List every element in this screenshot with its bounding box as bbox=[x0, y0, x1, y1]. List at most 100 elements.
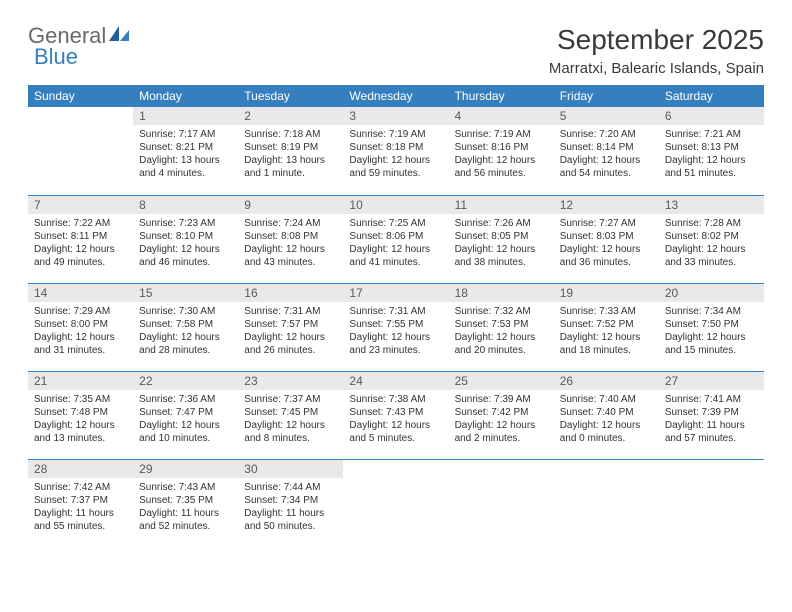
day-body: Sunrise: 7:28 AMSunset: 8:02 PMDaylight:… bbox=[659, 214, 764, 273]
daylight-text: Daylight: 11 hours and 57 minutes. bbox=[665, 419, 758, 445]
day-number: 29 bbox=[133, 460, 238, 478]
daylight-text: Daylight: 12 hours and 49 minutes. bbox=[34, 243, 127, 269]
daylight-text: Daylight: 12 hours and 28 minutes. bbox=[139, 331, 232, 357]
day-number: 10 bbox=[343, 196, 448, 214]
day-body: Sunrise: 7:30 AMSunset: 7:58 PMDaylight:… bbox=[133, 302, 238, 361]
calendar-cell: 17Sunrise: 7:31 AMSunset: 7:55 PMDayligh… bbox=[343, 283, 448, 371]
calendar-cell: 7Sunrise: 7:22 AMSunset: 8:11 PMDaylight… bbox=[28, 195, 133, 283]
day-body: Sunrise: 7:41 AMSunset: 7:39 PMDaylight:… bbox=[659, 390, 764, 449]
weekday-header: Sunday bbox=[28, 85, 133, 107]
day-number: 26 bbox=[554, 372, 659, 390]
day-number: 1 bbox=[133, 107, 238, 125]
sunrise-text: Sunrise: 7:38 AM bbox=[349, 393, 442, 406]
sunset-text: Sunset: 7:37 PM bbox=[34, 494, 127, 507]
weekday-header-row: Sunday Monday Tuesday Wednesday Thursday… bbox=[28, 85, 764, 107]
day-body: Sunrise: 7:36 AMSunset: 7:47 PMDaylight:… bbox=[133, 390, 238, 449]
sunset-text: Sunset: 7:35 PM bbox=[139, 494, 232, 507]
calendar-row: 28 Sunrise: 7:42 AMSunset: 7:37 PMDayligh… bbox=[28, 459, 764, 547]
calendar-cell bbox=[28, 107, 133, 195]
sunset-text: Sunset: 8:05 PM bbox=[455, 230, 548, 243]
day-body: Sunrise: 7:31 AMSunset: 7:57 PMDaylight:… bbox=[238, 302, 343, 361]
daylight-text: Daylight: 12 hours and 46 minutes. bbox=[139, 243, 232, 269]
daylight-text: Daylight: 12 hours and 56 minutes. bbox=[455, 154, 548, 180]
daylight-text: Daylight: 12 hours and 33 minutes. bbox=[665, 243, 758, 269]
daylight-text: Daylight: 11 hours and 55 minutes. bbox=[34, 507, 127, 533]
daylight-text: Daylight: 12 hours and 51 minutes. bbox=[665, 154, 758, 180]
calendar-row: 21Sunrise: 7:35 AMSunset: 7:48 PMDayligh… bbox=[28, 371, 764, 459]
sunset-text: Sunset: 8:10 PM bbox=[139, 230, 232, 243]
calendar-cell: 11Sunrise: 7:26 AMSunset: 8:05 PMDayligh… bbox=[449, 195, 554, 283]
sunset-text: Sunset: 7:47 PM bbox=[139, 406, 232, 419]
day-body: Sunrise: 7:26 AMSunset: 8:05 PMDaylight:… bbox=[449, 214, 554, 273]
daylight-text: Daylight: 12 hours and 15 minutes. bbox=[665, 331, 758, 357]
sunset-text: Sunset: 7:39 PM bbox=[665, 406, 758, 419]
day-number: 28 bbox=[28, 460, 133, 478]
day-number: 22 bbox=[133, 372, 238, 390]
sunset-text: Sunset: 8:14 PM bbox=[560, 141, 653, 154]
calendar-cell: 10Sunrise: 7:25 AMSunset: 8:06 PMDayligh… bbox=[343, 195, 448, 283]
day-body: Sunrise: 7:20 AMSunset: 8:14 PMDaylight:… bbox=[554, 125, 659, 184]
day-body: Sunrise: 7:25 AMSunset: 8:06 PMDaylight:… bbox=[343, 214, 448, 273]
day-body: Sunrise: 7:29 AMSunset: 8:00 PMDaylight:… bbox=[28, 302, 133, 361]
day-number: 25 bbox=[449, 372, 554, 390]
sunrise-text: Sunrise: 7:22 AM bbox=[34, 217, 127, 230]
calendar-cell: 26Sunrise: 7:40 AMSunset: 7:40 PMDayligh… bbox=[554, 371, 659, 459]
sunrise-text: Sunrise: 7:31 AM bbox=[244, 305, 337, 318]
day-body: Sunrise: 7:39 AMSunset: 7:42 PMDaylight:… bbox=[449, 390, 554, 449]
calendar-cell: 9Sunrise: 7:24 AMSunset: 8:08 PMDaylight… bbox=[238, 195, 343, 283]
calendar-cell: 1Sunrise: 7:17 AMSunset: 8:21 PMDaylight… bbox=[133, 107, 238, 195]
calendar-cell: 23Sunrise: 7:37 AMSunset: 7:45 PMDayligh… bbox=[238, 371, 343, 459]
sunrise-text: Sunrise: 7:41 AM bbox=[665, 393, 758, 406]
sunset-text: Sunset: 8:13 PM bbox=[665, 141, 758, 154]
header: General Blue September 2025 Marratxi, Ba… bbox=[28, 24, 764, 77]
weekday-header: Saturday bbox=[659, 85, 764, 107]
daylight-text: Daylight: 12 hours and 2 minutes. bbox=[455, 419, 548, 445]
sunrise-text: Sunrise: 7:19 AM bbox=[455, 128, 548, 141]
sunrise-text: Sunrise: 7:27 AM bbox=[560, 217, 653, 230]
weekday-header: Thursday bbox=[449, 85, 554, 107]
sunset-text: Sunset: 8:02 PM bbox=[665, 230, 758, 243]
calendar-cell: 5Sunrise: 7:20 AMSunset: 8:14 PMDaylight… bbox=[554, 107, 659, 195]
daylight-text: Daylight: 12 hours and 26 minutes. bbox=[244, 331, 337, 357]
day-number: 5 bbox=[554, 107, 659, 125]
sunset-text: Sunset: 7:48 PM bbox=[34, 406, 127, 419]
day-number: 13 bbox=[659, 196, 764, 214]
sunset-text: Sunset: 7:40 PM bbox=[560, 406, 653, 419]
sunrise-text: Sunrise: 7:42 AM bbox=[34, 481, 127, 494]
day-number: 11 bbox=[449, 196, 554, 214]
calendar-table: Sunday Monday Tuesday Wednesday Thursday… bbox=[28, 85, 764, 547]
day-body: Sunrise: 7:19 AMSunset: 8:16 PMDaylight:… bbox=[449, 125, 554, 184]
calendar-cell: 22Sunrise: 7:36 AMSunset: 7:47 PMDayligh… bbox=[133, 371, 238, 459]
sunrise-text: Sunrise: 7:32 AM bbox=[455, 305, 548, 318]
sunset-text: Sunset: 8:16 PM bbox=[455, 141, 548, 154]
daylight-text: Daylight: 12 hours and 5 minutes. bbox=[349, 419, 442, 445]
sunset-text: Sunset: 7:57 PM bbox=[244, 318, 337, 331]
day-number: 9 bbox=[238, 196, 343, 214]
sunrise-text: Sunrise: 7:31 AM bbox=[349, 305, 442, 318]
calendar-cell: 29Sunrise: 7:43 AMSunset: 7:35 PMDayligh… bbox=[133, 459, 238, 547]
day-number: 12 bbox=[554, 196, 659, 214]
sunrise-text: Sunrise: 7:34 AM bbox=[665, 305, 758, 318]
sunrise-text: Sunrise: 7:18 AM bbox=[244, 128, 337, 141]
calendar-row: 14Sunrise: 7:29 AMSunset: 8:00 PMDayligh… bbox=[28, 283, 764, 371]
day-number: 14 bbox=[28, 284, 133, 302]
daylight-text: Daylight: 12 hours and 10 minutes. bbox=[139, 419, 232, 445]
day-number: 27 bbox=[659, 372, 764, 390]
daylight-text: Daylight: 12 hours and 43 minutes. bbox=[244, 243, 337, 269]
day-body: Sunrise: 7:34 AMSunset: 7:50 PMDaylight:… bbox=[659, 302, 764, 361]
calendar-cell bbox=[343, 459, 448, 547]
weekday-header: Monday bbox=[133, 85, 238, 107]
calendar-cell: 28 Sunrise: 7:42 AMSunset: 7:37 PMDayligh… bbox=[28, 459, 133, 547]
sunrise-text: Sunrise: 7:30 AM bbox=[139, 305, 232, 318]
calendar-cell: 4Sunrise: 7:19 AMSunset: 8:16 PMDaylight… bbox=[449, 107, 554, 195]
day-number: 16 bbox=[238, 284, 343, 302]
sunrise-text: Sunrise: 7:36 AM bbox=[139, 393, 232, 406]
day-number: 18 bbox=[449, 284, 554, 302]
sunset-text: Sunset: 7:52 PM bbox=[560, 318, 653, 331]
day-number: 19 bbox=[554, 284, 659, 302]
daylight-text: Daylight: 12 hours and 41 minutes. bbox=[349, 243, 442, 269]
daylight-text: Daylight: 12 hours and 59 minutes. bbox=[349, 154, 442, 180]
day-number: 20 bbox=[659, 284, 764, 302]
sail-icon bbox=[108, 24, 130, 48]
day-number: 2 bbox=[238, 107, 343, 125]
